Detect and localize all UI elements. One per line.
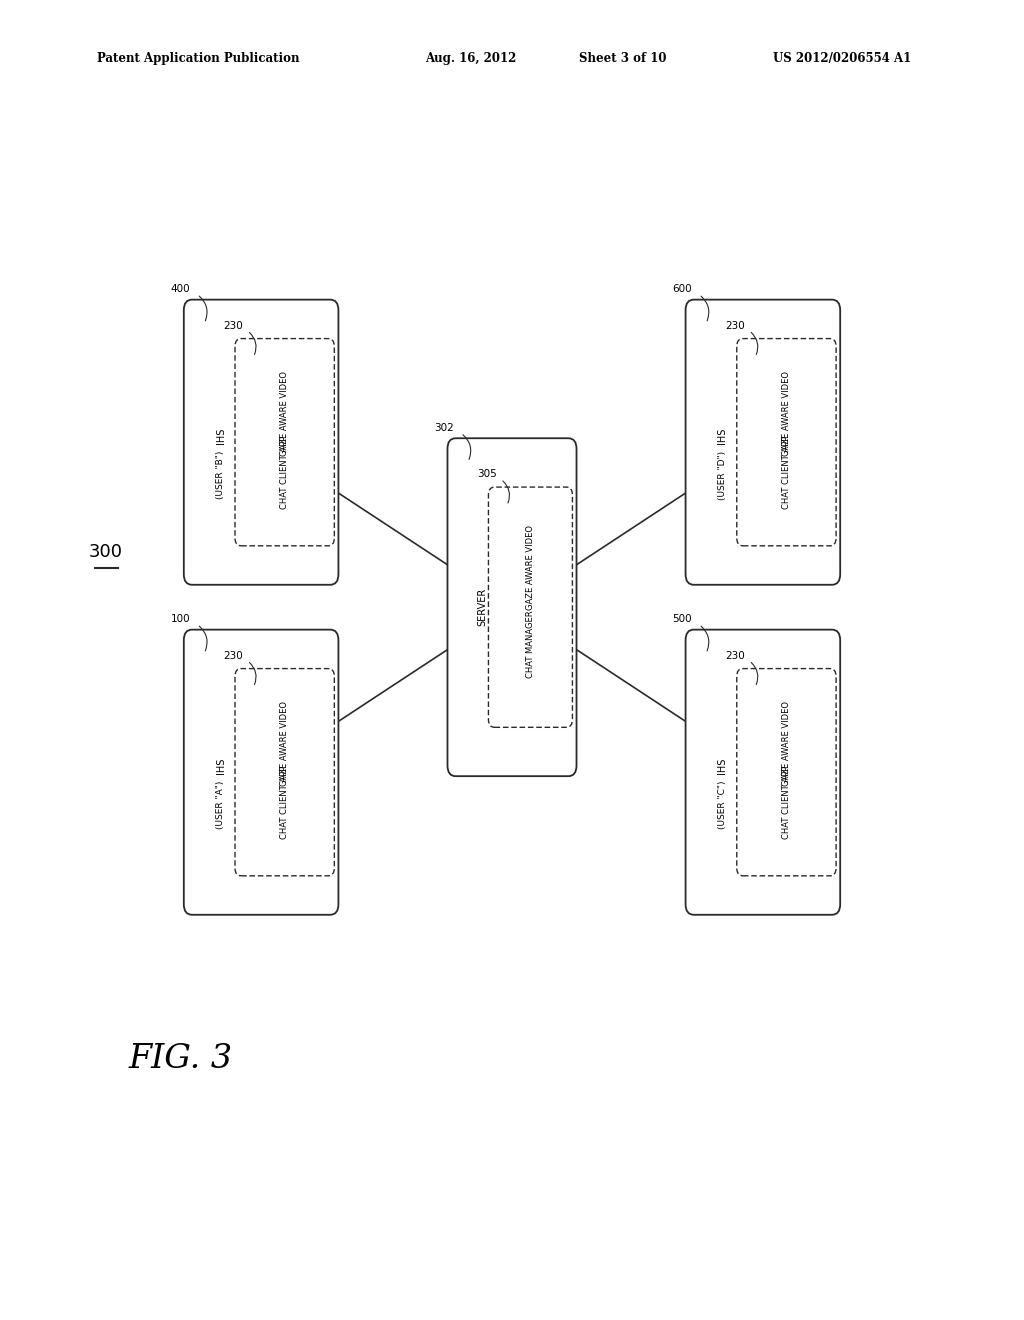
- Text: IHS: IHS: [718, 758, 727, 774]
- Text: CHAT CLIENT APP.: CHAT CLIENT APP.: [281, 764, 289, 838]
- Text: 302: 302: [434, 422, 454, 433]
- Text: GAZE AWARE VIDEO: GAZE AWARE VIDEO: [782, 701, 791, 785]
- Text: 100: 100: [170, 614, 190, 624]
- FancyBboxPatch shape: [447, 438, 577, 776]
- Text: 305: 305: [477, 469, 497, 479]
- Text: (USER "B"): (USER "B"): [216, 451, 225, 499]
- Text: 230: 230: [223, 651, 244, 661]
- Text: (USER "A"): (USER "A"): [216, 781, 225, 829]
- FancyBboxPatch shape: [686, 630, 840, 915]
- Text: Sheet 3 of 10: Sheet 3 of 10: [579, 51, 666, 65]
- Text: (USER "C"): (USER "C"): [718, 781, 727, 829]
- Text: (USER "D"): (USER "D"): [718, 450, 727, 500]
- Text: Patent Application Publication: Patent Application Publication: [97, 51, 300, 65]
- Text: GAZE AWARE VIDEO: GAZE AWARE VIDEO: [526, 525, 535, 610]
- Text: 300: 300: [88, 543, 123, 561]
- Text: 230: 230: [725, 321, 745, 330]
- Text: US 2012/0206554 A1: US 2012/0206554 A1: [773, 51, 911, 65]
- Text: 230: 230: [223, 321, 244, 330]
- FancyBboxPatch shape: [737, 338, 836, 546]
- FancyBboxPatch shape: [234, 338, 334, 546]
- Text: IHS: IHS: [718, 428, 727, 444]
- Text: CHAT MANAGER: CHAT MANAGER: [526, 610, 535, 678]
- FancyBboxPatch shape: [184, 300, 338, 585]
- Text: IHS: IHS: [216, 428, 225, 444]
- Text: CHAT CLIENT APP.: CHAT CLIENT APP.: [782, 764, 791, 838]
- Text: 600: 600: [672, 284, 692, 294]
- Text: IHS: IHS: [216, 758, 225, 774]
- FancyBboxPatch shape: [488, 487, 572, 727]
- FancyBboxPatch shape: [184, 630, 338, 915]
- Text: 230: 230: [725, 651, 745, 661]
- Text: GAZE AWARE VIDEO: GAZE AWARE VIDEO: [782, 371, 791, 455]
- Text: 400: 400: [170, 284, 190, 294]
- FancyBboxPatch shape: [234, 668, 334, 876]
- FancyBboxPatch shape: [686, 300, 840, 585]
- Text: GAZE AWARE VIDEO: GAZE AWARE VIDEO: [281, 701, 289, 785]
- Text: Aug. 16, 2012: Aug. 16, 2012: [425, 51, 516, 65]
- Text: CHAT CLIENT APP.: CHAT CLIENT APP.: [782, 434, 791, 508]
- Text: FIG. 3: FIG. 3: [128, 1043, 232, 1074]
- FancyBboxPatch shape: [737, 668, 836, 876]
- Text: CHAT CLIENT APP.: CHAT CLIENT APP.: [281, 434, 289, 508]
- Text: 500: 500: [672, 614, 692, 624]
- Text: SERVER: SERVER: [477, 589, 487, 626]
- Text: GAZE AWARE VIDEO: GAZE AWARE VIDEO: [281, 371, 289, 455]
